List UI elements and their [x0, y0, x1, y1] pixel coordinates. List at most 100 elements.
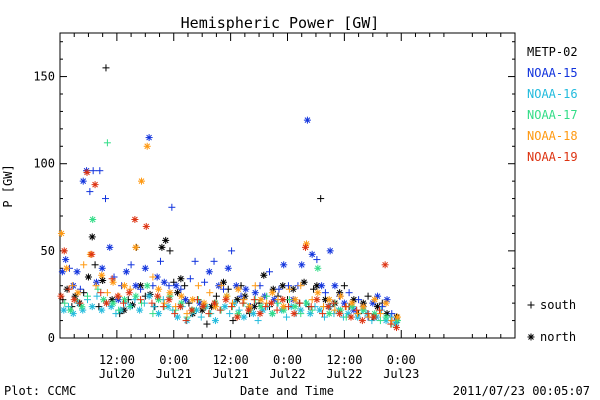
data-point-north — [242, 285, 250, 293]
x-tick-label: 0:00 — [273, 353, 302, 367]
data-point-north — [88, 233, 96, 241]
data-point-north — [114, 292, 122, 300]
data-point-north — [245, 306, 253, 314]
data-point-north — [221, 303, 229, 311]
data-point-north — [211, 299, 219, 307]
data-point-north — [359, 303, 367, 311]
x-tick-label: 0:00 — [387, 353, 416, 367]
data-point-north — [347, 313, 355, 321]
data-point-north — [331, 282, 339, 290]
data-point-south — [165, 282, 173, 290]
data-point-south — [296, 299, 304, 307]
y-tick-label: 0 — [48, 331, 55, 345]
data-point-south — [354, 310, 362, 318]
data-point-south — [229, 299, 237, 307]
data-point-north — [141, 264, 149, 272]
data-point-north — [162, 236, 170, 244]
x-tick-label: 12:00 — [326, 353, 362, 367]
data-point-north — [302, 243, 310, 251]
data-point-north — [125, 289, 133, 297]
data-point-north — [106, 243, 114, 251]
data-point-north — [268, 310, 276, 318]
data-point-north — [220, 278, 228, 286]
data-point-north — [251, 289, 259, 297]
x-tick-sublabel: Jul20 — [99, 367, 135, 381]
data-point-north — [222, 296, 230, 304]
data-point-south — [388, 310, 396, 318]
data-point-south — [240, 296, 248, 304]
series-noaa-15 — [58, 116, 401, 325]
data-point-south — [284, 282, 292, 290]
data-point-south — [182, 317, 190, 325]
data-point-north — [280, 261, 288, 269]
data-point-south — [320, 313, 328, 321]
data-point-north — [132, 282, 140, 290]
data-point-south — [149, 273, 157, 281]
data-point-north — [131, 215, 139, 223]
data-point-north — [314, 264, 322, 272]
data-point-south — [65, 285, 73, 293]
data-point-north — [234, 285, 242, 293]
data-point-north — [91, 181, 99, 189]
legend-entry-noaa-19: NOAA-19 — [527, 150, 578, 164]
data-point-north — [348, 299, 356, 307]
data-point-north — [136, 306, 144, 314]
data-point-north — [66, 306, 74, 314]
data-point-north — [370, 313, 378, 321]
data-point-north — [358, 317, 366, 325]
data-point-north — [73, 268, 81, 276]
data-point-north — [164, 303, 172, 311]
data-point-north — [302, 240, 310, 248]
data-point-north — [132, 292, 140, 300]
data-point-north — [98, 264, 106, 272]
data-point-south — [228, 247, 236, 255]
data-point-north — [74, 289, 82, 297]
hemisphere-legend: south north — [527, 298, 576, 344]
data-point-south — [378, 303, 386, 311]
data-point-north — [324, 303, 332, 311]
data-point-south — [217, 282, 225, 290]
data-point-south — [177, 285, 185, 293]
data-point-north — [325, 296, 333, 304]
data-point-south — [102, 64, 110, 72]
data-point-north — [160, 278, 168, 286]
data-point-south — [262, 303, 270, 311]
data-point-south — [150, 303, 158, 311]
data-point-south — [197, 313, 205, 321]
data-point-south — [387, 320, 395, 328]
data-point-south — [284, 303, 292, 311]
data-point-north — [84, 273, 92, 281]
data-point-south — [307, 303, 315, 311]
data-point-south — [340, 282, 348, 290]
y-tick-label: 50 — [41, 244, 55, 258]
data-point-north — [143, 142, 151, 150]
data-point-north — [260, 271, 268, 279]
data-point-north — [98, 306, 106, 314]
x-tick-sublabel: Jul22 — [269, 367, 305, 381]
series-legend: METP-02 NOAA-15 NOAA-16 NOAA-17 NOAA-18 NOAA-… — [527, 45, 578, 164]
data-point-north — [290, 310, 298, 318]
data-point-north — [122, 268, 130, 276]
data-point-north — [393, 313, 401, 321]
data-point-north — [138, 177, 146, 185]
data-point-north — [70, 296, 78, 304]
data-point-south — [97, 289, 105, 297]
data-point-south — [159, 303, 167, 311]
data-point-south — [321, 289, 329, 297]
plot-credit: Plot: CCMC — [4, 384, 76, 398]
data-point-north — [58, 268, 66, 276]
data-point-north — [279, 296, 287, 304]
data-point-south — [112, 310, 120, 318]
data-point-north — [382, 313, 390, 321]
data-point-south — [251, 282, 259, 290]
data-point-south — [183, 310, 191, 318]
data-point-north — [153, 273, 161, 281]
legend-marker-star — [527, 333, 535, 341]
data-point-south — [206, 289, 214, 297]
data-point-south — [68, 282, 76, 290]
data-point-south — [226, 310, 234, 318]
data-point-south — [313, 256, 321, 264]
data-point-north — [268, 289, 276, 297]
data-point-south — [181, 282, 189, 290]
data-point-north — [211, 317, 219, 325]
